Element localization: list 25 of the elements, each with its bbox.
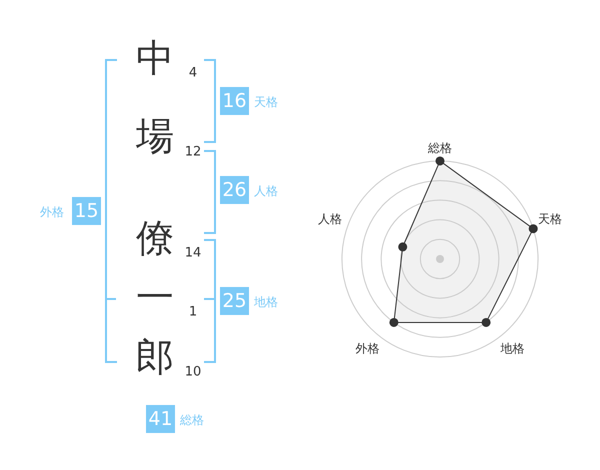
- text: 中: [136, 36, 174, 80]
- spoke-label: 地格: [500, 342, 525, 356]
- text: 15: [72, 197, 101, 225]
- text: 場: [136, 114, 174, 158]
- spoke-label: 外格: [355, 342, 380, 356]
- text: 一: [136, 275, 174, 319]
- text: 外格: [40, 205, 64, 219]
- text: 10: [184, 364, 202, 380]
- text: 41: [146, 405, 175, 433]
- text: 郎: [136, 335, 174, 379]
- spoke-label: 総格: [427, 140, 452, 155]
- text: 僚: [136, 216, 174, 260]
- text: 天格: [254, 95, 278, 109]
- spoke-label: 人格: [318, 212, 342, 226]
- spoke-label: 天格: [538, 212, 562, 226]
- text: 26: [220, 176, 249, 204]
- text: 人格: [254, 184, 278, 198]
- text: 地格: [254, 295, 278, 309]
- text: 4: [188, 66, 198, 80]
- text: 14: [184, 246, 202, 260]
- text: 25: [220, 287, 249, 315]
- text: 16: [220, 87, 249, 115]
- text: 1: [188, 304, 198, 320]
- text: 総格: [180, 413, 204, 427]
- text: 12: [184, 144, 202, 160]
